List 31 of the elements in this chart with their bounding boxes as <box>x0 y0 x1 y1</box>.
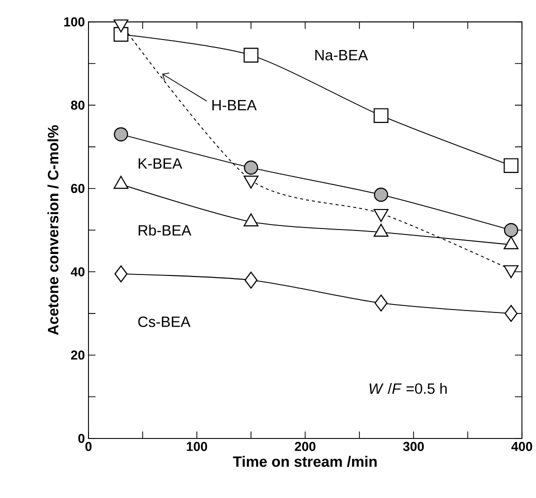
y-tick-label: 60 <box>71 184 84 194</box>
series-label: Na-BEA <box>315 50 368 60</box>
point <box>504 158 518 173</box>
point <box>244 160 258 175</box>
point <box>504 304 518 322</box>
x-tick-label: 300 <box>403 442 424 452</box>
series-label: Rb-BEA <box>138 224 192 236</box>
point <box>244 272 258 289</box>
point <box>114 26 128 42</box>
text: Cs-BEA <box>138 316 190 328</box>
series-label: K-BEA <box>138 158 182 169</box>
point <box>374 294 388 312</box>
series-label: H-BEA <box>212 100 257 110</box>
y-tick-label: 100 <box>64 17 84 26</box>
y-axis-title: Acetone conversion / C-mol% <box>47 125 59 335</box>
x-tick-label: 400 <box>511 442 532 452</box>
y-tick-label: 40 <box>70 267 84 276</box>
x-tick-label: 100 <box>186 442 208 452</box>
point <box>374 108 388 123</box>
x-tick-label: 200 <box>294 442 316 452</box>
y-tick-label: 0 <box>78 434 84 443</box>
point <box>504 223 518 238</box>
y-tick-label: 80 <box>70 100 84 110</box>
point <box>114 127 128 142</box>
point <box>244 48 258 63</box>
point <box>114 265 128 282</box>
y-tick-label: 20 <box>71 350 84 360</box>
annotation: W /F =0.5 h <box>370 382 447 394</box>
point <box>374 188 388 202</box>
x-axis-title: Time on stream /min <box>232 456 377 468</box>
x-tick-label: 0 <box>85 442 92 452</box>
